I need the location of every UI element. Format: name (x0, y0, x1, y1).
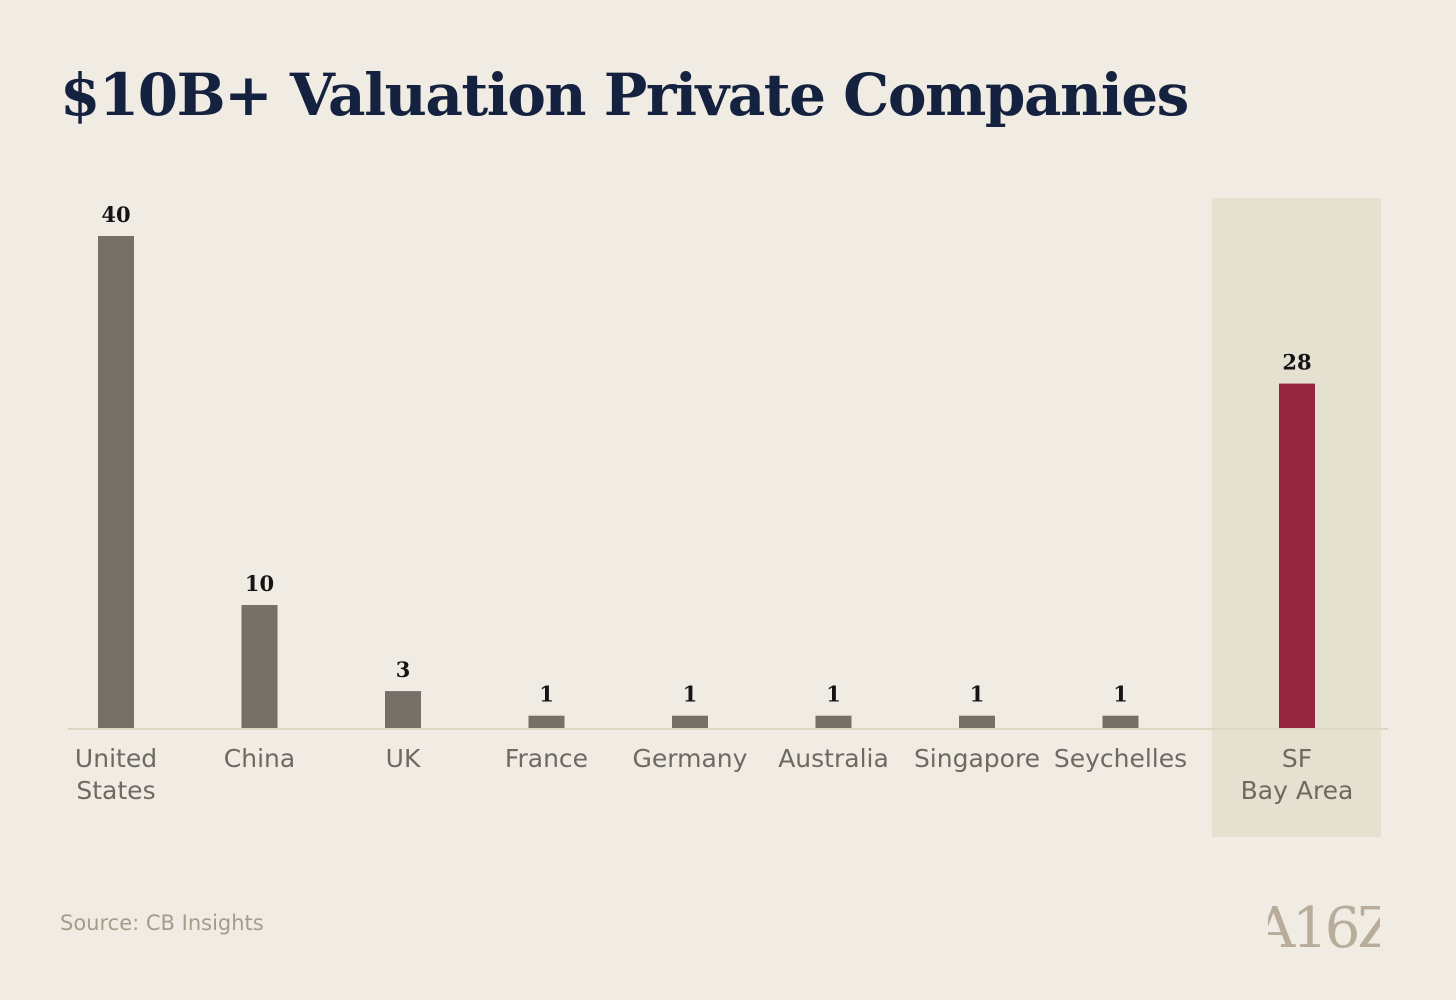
chart-title: $10B+ Valuation Private Companies (60, 61, 1189, 129)
data-label: 1 (539, 682, 554, 707)
data-label: 1 (970, 682, 985, 707)
x-tick-label: Bay Area (1241, 776, 1354, 805)
data-label: 3 (396, 657, 411, 682)
data-label: 10 (245, 571, 274, 596)
bar (1279, 383, 1315, 728)
bar (672, 715, 708, 728)
bar (959, 715, 995, 728)
source-note: Source: CB Insights (60, 911, 264, 935)
data-label: 40 (101, 202, 130, 227)
data-label: 1 (826, 682, 841, 707)
bar (815, 715, 852, 728)
bar (528, 715, 565, 728)
a16z-logo: A16Z (1268, 896, 1380, 955)
bar (98, 236, 134, 728)
bar (1102, 715, 1139, 728)
x-tick-label: SF (1282, 744, 1312, 773)
x-tick-label: China (224, 744, 295, 773)
a16z-logo-text: A16Z (1268, 896, 1380, 955)
bar (385, 691, 421, 728)
x-tick-label: France (505, 744, 588, 773)
x-tick-label: Seychelles (1054, 744, 1187, 773)
x-tick-label: Germany (633, 744, 748, 773)
data-label: 1 (683, 682, 698, 707)
data-label: 28 (1282, 350, 1311, 375)
x-tick-label: Singapore (914, 744, 1040, 773)
x-tick-label: Australia (778, 744, 889, 773)
x-tick-label: UK (386, 744, 421, 773)
data-label: 1 (1113, 682, 1128, 707)
bar (241, 605, 278, 728)
x-tick-label: States (76, 776, 155, 805)
x-tick-label: United (75, 744, 157, 773)
